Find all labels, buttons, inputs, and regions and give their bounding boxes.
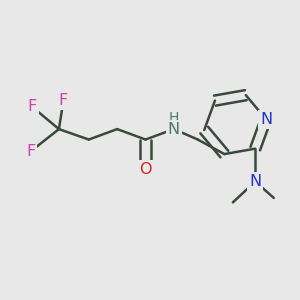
Text: N: N bbox=[260, 112, 272, 127]
Text: F: F bbox=[27, 99, 37, 114]
Text: F: F bbox=[59, 93, 68, 108]
Text: N: N bbox=[249, 174, 261, 189]
Text: H: H bbox=[169, 111, 179, 125]
Text: O: O bbox=[139, 162, 152, 177]
Text: F: F bbox=[26, 144, 35, 159]
Text: N: N bbox=[168, 122, 180, 136]
